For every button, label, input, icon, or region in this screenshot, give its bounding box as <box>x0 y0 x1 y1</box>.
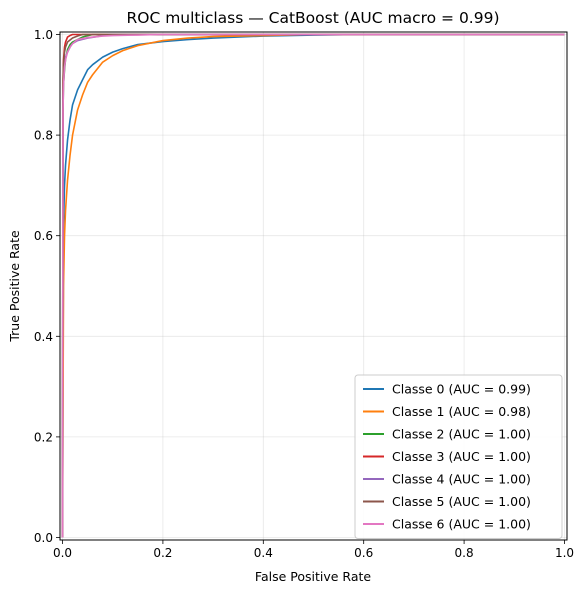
roc-curve-classe-6 <box>61 33 565 538</box>
x-tick-label: 1.0 <box>555 546 574 560</box>
legend-label: Classe 4 (AUC = 1.00) <box>392 472 531 487</box>
grid <box>60 32 567 540</box>
legend-label: Classe 5 (AUC = 1.00) <box>392 494 531 509</box>
legend-label: Classe 3 (AUC = 1.00) <box>392 449 531 464</box>
y-tick-label: 0.8 <box>34 129 53 143</box>
roc-curves <box>61 33 565 538</box>
roc-curve-classe-5 <box>61 33 565 538</box>
x-tick-label: 0.8 <box>455 546 474 560</box>
legend-box <box>354 374 563 539</box>
x-tick-label: 0.2 <box>153 546 172 560</box>
chart-title: ROC multiclass — CatBoost (AUC macro = 0… <box>126 9 499 27</box>
legend-label: Classe 0 (AUC = 0.99) <box>392 382 531 397</box>
x-tick-label: 0.6 <box>354 546 373 560</box>
x-axis-label: False Positive Rate <box>255 569 371 584</box>
y-tick-label: 0.4 <box>34 330 53 344</box>
legend: Classe 0 (AUC = 0.99) Classe 1 (AUC = 0.9… <box>354 374 563 539</box>
y-tick-label: 0.6 <box>34 229 53 243</box>
y-axis-label: True Positive Rate <box>7 230 22 343</box>
x-tick-label: 0.4 <box>254 546 273 560</box>
axes: 0.0 0.2 0.4 0.6 0.8 1.0 0.0 0.2 0.4 0.6 0.8 1.0 <box>34 28 574 560</box>
y-tick-label: 0.2 <box>34 430 53 444</box>
legend-label: Classe 6 (AUC = 1.00) <box>392 517 531 532</box>
y-tick-label: 1.0 <box>34 28 53 42</box>
y-tick-label: 0.0 <box>34 531 53 545</box>
legend-label: Classe 1 (AUC = 0.98) <box>392 404 531 419</box>
legend-label: Classe 2 (AUC = 1.00) <box>392 427 531 442</box>
x-tick-label: 0.0 <box>53 546 72 560</box>
plot-frame <box>59 31 568 541</box>
